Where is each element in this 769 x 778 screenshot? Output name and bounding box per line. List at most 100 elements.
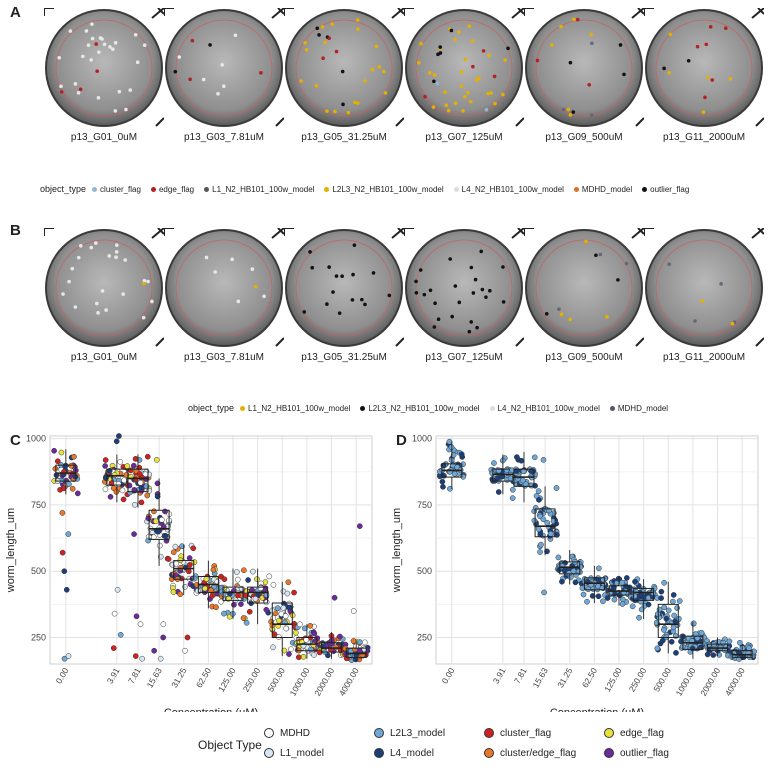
data-point (234, 576, 241, 583)
data-point (117, 458, 124, 465)
data-point (570, 568, 577, 574)
well-object-dot (317, 33, 321, 37)
well-object-dot (435, 81, 440, 86)
box (127, 468, 149, 493)
well-object-dot (303, 40, 307, 45)
well-object-dot (462, 94, 467, 99)
data-point (737, 639, 743, 646)
data-point (121, 477, 127, 484)
data-point (636, 614, 642, 621)
legend-swatch (92, 187, 98, 193)
well-object-dot (387, 293, 392, 298)
well-object-dot (469, 320, 474, 324)
legend-swatch (489, 406, 495, 412)
y-tick-label: 250 (417, 632, 432, 642)
well-plate (645, 229, 763, 347)
data-point (74, 490, 81, 497)
data-point (658, 588, 665, 595)
well-object-dot (706, 75, 710, 80)
well-object-dot (467, 329, 472, 334)
well-object-dot (503, 58, 507, 62)
data-point (63, 586, 70, 593)
data-point (532, 504, 539, 511)
legend-item: MDHD_model (573, 185, 632, 194)
x-tick-label: 31.25 (169, 666, 188, 690)
data-point (65, 653, 72, 659)
well-object-dot (95, 69, 99, 73)
data-point (234, 569, 240, 575)
panel-letter-c: C (10, 432, 21, 449)
data-point (110, 645, 117, 651)
data-point (604, 595, 611, 601)
data-point (172, 543, 179, 550)
well-object-dot (469, 265, 474, 270)
legend-title: object_type (188, 403, 235, 413)
legend-label: edge_flag (158, 185, 195, 194)
data-point (356, 523, 363, 529)
legend-swatch (324, 187, 330, 193)
data-point (638, 598, 644, 605)
legend-swatch (264, 748, 274, 759)
data-point (440, 483, 446, 490)
legend-swatch (609, 406, 615, 412)
x-tick-label: 2000.00 (698, 666, 722, 698)
x-tick-label: 500.00 (651, 666, 673, 694)
well-object-dot (204, 255, 209, 260)
data-point (678, 638, 684, 645)
data-point (160, 621, 167, 628)
panel-letter-a: A (10, 4, 21, 21)
well-object-dot (501, 265, 505, 269)
well-object-dot (468, 99, 473, 104)
data-point (720, 640, 726, 646)
well-object-dot (449, 28, 454, 33)
data-point (710, 652, 717, 658)
y-axis-label: worm_length_um (391, 508, 403, 593)
well-object-dot (559, 312, 564, 317)
data-point (138, 499, 145, 506)
data-point (61, 655, 68, 662)
data-point (113, 489, 120, 495)
x-tick-label: 3.91 (105, 666, 122, 686)
well-object-dot (598, 252, 603, 257)
legend-item: L2L3_N2_HB101_100w_model (324, 185, 444, 194)
data-point (540, 516, 547, 523)
well-object-dot (89, 245, 94, 250)
legend-swatch (374, 748, 384, 759)
well-object-dot (377, 65, 381, 69)
well-object-dot (323, 40, 328, 45)
well-object-dot (121, 292, 125, 296)
well-object-dot (299, 79, 303, 83)
legend-item: L4_N2_HB101_100w_model (453, 185, 564, 194)
well-object-dot (419, 41, 423, 46)
data-point (619, 601, 626, 607)
well-object-dot (622, 72, 626, 77)
legend-item: L4_model (374, 748, 434, 759)
data-point (177, 591, 184, 598)
well-object-dot (81, 54, 85, 59)
well-object-dot (448, 257, 452, 261)
data-point (661, 604, 668, 611)
data-point (554, 532, 560, 538)
data-point (246, 608, 253, 615)
x-tick-label: 250.00 (241, 666, 263, 694)
well-object-dot (96, 311, 100, 315)
data-point (670, 592, 677, 598)
data-point (69, 485, 76, 492)
data-point (221, 610, 227, 617)
data-point (72, 473, 79, 480)
data-point (127, 467, 134, 474)
well-object-dot (236, 299, 241, 304)
well-object-dot (117, 89, 122, 94)
well-object-dot (114, 255, 118, 260)
legend-swatch (150, 187, 156, 193)
well-image-b-5 (524, 228, 644, 347)
well-object-dot (544, 311, 549, 316)
data-point (182, 584, 188, 590)
data-point (331, 594, 338, 601)
legend-title: object_type (40, 184, 87, 194)
well-object-dot (667, 262, 671, 266)
data-point (132, 476, 139, 483)
well-object-dot (320, 25, 325, 29)
data-point (654, 645, 661, 652)
data-point (107, 493, 114, 500)
